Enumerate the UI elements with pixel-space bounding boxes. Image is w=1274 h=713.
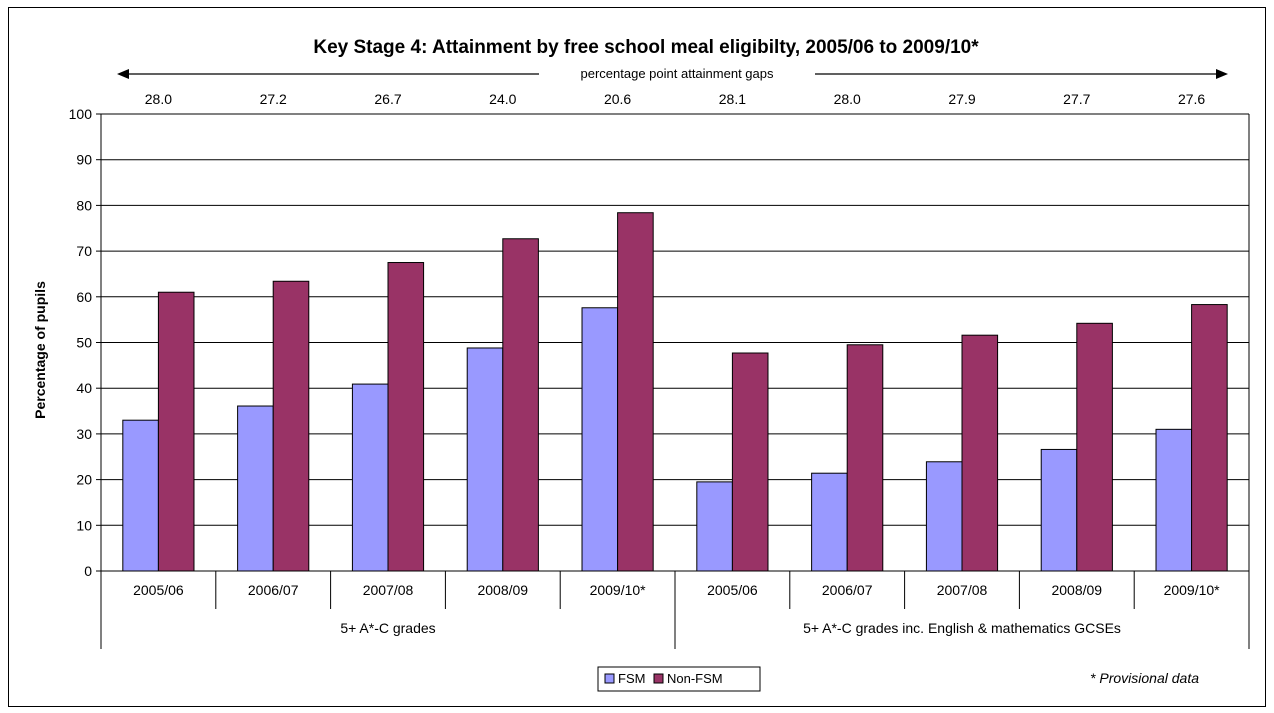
x-category-label: 2005/06	[707, 582, 758, 598]
bar-non-fsm	[1076, 322, 1113, 572]
arrow-left-head	[117, 69, 129, 79]
chart-frame: Key Stage 4: Attainment by free school m…	[8, 7, 1266, 707]
bar-non-fsm	[1191, 304, 1228, 572]
y-axis-ticks: 0 10 20 30 40 50 60 70 80 90 100	[69, 106, 101, 579]
legend-fsm-swatch	[604, 673, 615, 684]
x-category-label: 2008/09	[1051, 582, 1102, 598]
x-axis: 2005/06 2006/07 2007/08 2008/09 2009/10* 2005…	[100, 570, 1250, 649]
legend: FSM Non-FSM	[597, 666, 761, 692]
bar-fsm	[237, 405, 274, 572]
gap-label: 20.6	[604, 91, 631, 107]
bar-non-fsm	[387, 262, 425, 572]
x-group-label: 5+ A*-C grades	[340, 620, 435, 636]
gap-label: 28.0	[834, 91, 861, 107]
y-tick-label: 50	[76, 335, 92, 351]
x-category-label: 2005/06	[133, 582, 184, 598]
bar-fsm	[811, 472, 848, 572]
bar-chart: Key Stage 4: Attainment by free school m…	[32, 37, 1250, 692]
bar-fsm	[581, 307, 619, 572]
gap-arrow-label: percentage point attainment gaps	[581, 66, 774, 81]
x-category-label: 2009/10*	[590, 582, 647, 598]
y-tick-label: 70	[76, 243, 92, 259]
bar-fsm	[925, 461, 963, 572]
legend-nonfsm-label: Non-FSM	[667, 671, 723, 686]
gap-label: 24.0	[489, 91, 516, 107]
x-category-label: 2009/10*	[1164, 582, 1221, 598]
x-category-label: 2008/09	[477, 582, 528, 598]
bar-fsm	[1155, 428, 1193, 572]
gap-arrow: percentage point attainment gaps	[117, 66, 1228, 81]
footnote: * Provisional data	[1090, 670, 1199, 686]
x-category-label: 2006/07	[822, 582, 873, 598]
arrow-right-head	[1216, 69, 1228, 79]
gap-label: 27.9	[948, 91, 975, 107]
y-tick-label: 90	[76, 152, 92, 168]
y-tick-label: 10	[76, 517, 92, 533]
bar-non-fsm	[961, 334, 999, 572]
gap-label: 27.7	[1063, 91, 1090, 107]
bar-non-fsm	[846, 344, 884, 572]
y-tick-label: 100	[69, 106, 93, 122]
bar-fsm	[696, 481, 733, 572]
bar-non-fsm	[731, 352, 769, 572]
gap-label: 26.7	[374, 91, 401, 107]
legend-fsm-label: FSM	[618, 671, 645, 686]
bar-fsm	[351, 383, 389, 572]
y-tick-label: 0	[84, 563, 92, 579]
bar-non-fsm	[617, 212, 654, 572]
x-category-label: 2006/07	[248, 582, 299, 598]
y-tick-label: 60	[76, 289, 92, 305]
y-tick-label: 30	[76, 426, 92, 442]
x-group-label: 5+ A*-C grades inc. English & mathematic…	[803, 620, 1121, 636]
bar-fsm	[122, 419, 159, 572]
legend-box	[597, 666, 761, 692]
bar-non-fsm	[272, 280, 310, 572]
bar-non-fsm	[157, 291, 195, 572]
gap-label: 28.0	[145, 91, 172, 107]
x-category-label: 2007/08	[937, 582, 988, 598]
y-tick-label: 40	[76, 380, 92, 396]
legend-nonfsm-swatch	[653, 673, 664, 684]
gap-label: 27.6	[1178, 91, 1205, 107]
bars	[122, 212, 1228, 572]
bar-fsm	[466, 347, 504, 572]
y-tick-label: 80	[76, 197, 92, 213]
y-tick-label: 20	[76, 472, 92, 488]
y-axis-label: Percentage of pupils	[32, 281, 48, 419]
bar-fsm	[1040, 448, 1078, 572]
gap-label: 27.2	[260, 91, 287, 107]
gap-labels: 28.0 27.2 26.7 24.0 20.6 28.1 28.0 27.9 27.7 27.6	[145, 91, 1206, 107]
chart-title: Key Stage 4: Attainment by free school m…	[313, 37, 979, 58]
x-category-label: 2007/08	[363, 582, 414, 598]
gap-label: 28.1	[719, 91, 746, 107]
bar-non-fsm	[502, 238, 539, 572]
